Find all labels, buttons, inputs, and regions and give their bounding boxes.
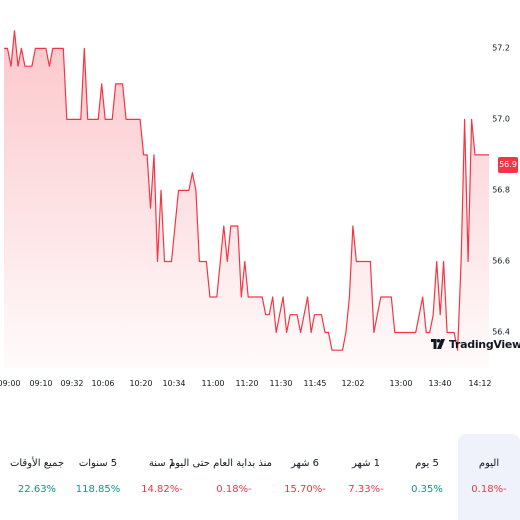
period-tab[interactable]: 6 شهر 15.70%- (274, 434, 336, 520)
period-tab-label: 5 يوم (415, 458, 439, 469)
period-tab-label: 6 شهر (290, 458, 320, 469)
price-area (4, 30, 489, 368)
period-tab[interactable]: اليوم 0.18%- (458, 434, 520, 520)
period-tab-label: منذ بداية العام حتى اليوم (169, 458, 272, 469)
x-tick-label: 13:00 (389, 379, 413, 388)
x-tick-label: 10:20 (129, 379, 153, 388)
period-tab-change: 0.35% (411, 484, 443, 495)
period-tab[interactable]: 1 شهر 7.33%- (335, 434, 397, 520)
x-tick-label: 10:34 (162, 379, 186, 388)
tradingview-logo-text: TradingView (449, 337, 520, 351)
x-tick-label: 11:00 (201, 379, 225, 388)
x-tick-label: 09:32 (60, 379, 84, 388)
x-tick-label: 11:45 (303, 379, 327, 388)
period-tab-change: 0.18%- (471, 484, 507, 495)
period-performance-tabs: اليوم 0.18%- 5 يوم 0.35% 1 شهر 7.33%- 6 شهر 15.… (0, 434, 520, 520)
period-tab-change: 22.63% (17, 484, 57, 495)
tradingview-logo-icon (431, 339, 445, 349)
period-tab-change: 0.18%- (216, 484, 252, 495)
y-tick-label: 57.0 (492, 114, 510, 124)
period-tab-label: جميع الأوقات (9, 458, 65, 469)
period-tab-change: 7.33%- (348, 484, 384, 495)
price-chart[interactable]: 57.2 57.0 56.8 56.6 56.4 09:00 09:10 09:32 10:0… (0, 0, 520, 395)
period-tab[interactable]: جميع الأوقات 22.63% (6, 434, 68, 520)
x-tick-label: 11:20 (235, 379, 259, 388)
y-tick-label: 57.2 (492, 43, 510, 53)
period-tab-label: 1 شهر (351, 458, 381, 469)
period-tab[interactable]: 5 يوم 0.35% (396, 434, 458, 520)
x-tick-label: 12:02 (341, 379, 365, 388)
last-price-badge: 56.9 (498, 157, 518, 173)
period-tab[interactable]: 1 سنة 14.82%- (131, 434, 193, 520)
period-tab-change: 118.85% (75, 484, 121, 495)
y-tick-label: 56.8 (492, 185, 510, 195)
y-tick-label: 56.6 (492, 256, 510, 266)
chart-canvas[interactable] (0, 0, 520, 395)
period-tab[interactable]: منذ بداية العام حتى اليوم 0.18%- (169, 434, 272, 520)
y-tick-label: 56.4 (492, 327, 510, 337)
price-line (4, 30, 489, 351)
x-tick-label: 13:40 (428, 379, 452, 388)
period-tab-label: 5 سنوات (78, 458, 118, 469)
period-tab-change: 15.70%- (284, 484, 326, 495)
x-tick-label: 10:06 (91, 379, 115, 388)
x-tick-label: 11:30 (269, 379, 293, 388)
tradingview-logo[interactable]: TradingView (431, 334, 520, 354)
period-tab-change: 14.82%- (141, 484, 183, 495)
period-tab-label: اليوم (478, 458, 500, 469)
period-tab-label: 1 سنة (148, 458, 176, 469)
period-tab[interactable]: 5 سنوات 118.85% (67, 434, 129, 520)
x-tick-label: 14:12 (468, 379, 492, 388)
x-tick-label: 09:00 (0, 379, 21, 388)
x-tick-label: 09:10 (29, 379, 53, 388)
